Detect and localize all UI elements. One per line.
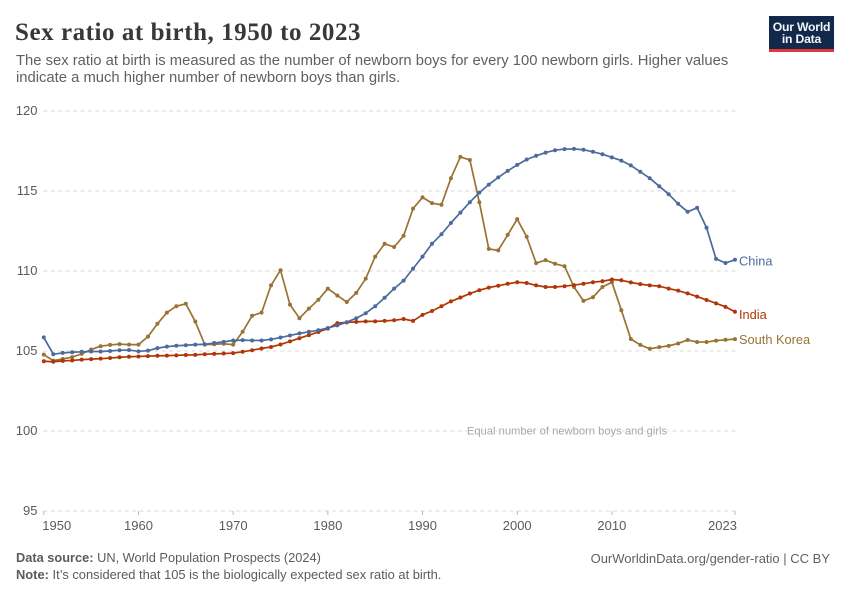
svg-text:110: 110 xyxy=(17,263,38,278)
svg-text:1970: 1970 xyxy=(219,518,248,533)
svg-text:South Korea: South Korea xyxy=(739,332,811,347)
svg-text:120: 120 xyxy=(16,103,38,118)
svg-text:115: 115 xyxy=(17,183,38,198)
svg-text:1950: 1950 xyxy=(42,518,71,533)
svg-text:China: China xyxy=(739,253,773,268)
svg-text:Equal number of newborn boys a: Equal number of newborn boys and girls xyxy=(467,426,668,438)
svg-text:1980: 1980 xyxy=(313,518,342,533)
svg-text:2010: 2010 xyxy=(597,518,626,533)
svg-text:95: 95 xyxy=(23,503,37,518)
svg-text:1990: 1990 xyxy=(408,518,437,533)
svg-text:2023: 2023 xyxy=(708,518,737,533)
svg-text:India: India xyxy=(739,307,768,322)
svg-text:100: 100 xyxy=(16,423,38,438)
svg-text:1960: 1960 xyxy=(124,518,153,533)
svg-text:105: 105 xyxy=(16,343,38,358)
svg-text:2000: 2000 xyxy=(503,518,532,533)
